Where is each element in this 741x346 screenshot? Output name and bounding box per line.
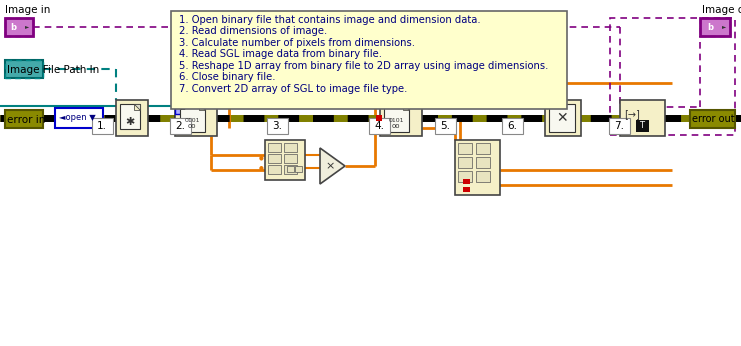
Polygon shape bbox=[403, 104, 409, 110]
Text: 1.: 1. bbox=[97, 121, 107, 131]
Text: 4. Read SGL image data from binary file.: 4. Read SGL image data from binary file. bbox=[179, 49, 382, 59]
Bar bbox=[5, 60, 43, 78]
Bar bbox=[134, 104, 140, 110]
Bar bbox=[620, 100, 665, 136]
Text: error out: error out bbox=[692, 114, 734, 124]
Text: error in: error in bbox=[7, 115, 45, 125]
Text: ×: × bbox=[325, 161, 335, 171]
Text: ●: ● bbox=[259, 165, 263, 171]
Bar bbox=[284, 165, 297, 174]
Text: oo: oo bbox=[187, 123, 196, 129]
Bar bbox=[267, 118, 288, 134]
Text: 2. Read dimensions of image.: 2. Read dimensions of image. bbox=[179, 26, 328, 36]
Bar bbox=[458, 143, 472, 154]
Text: 3.: 3. bbox=[272, 121, 282, 131]
Text: 0101: 0101 bbox=[388, 118, 404, 122]
Text: 0: 0 bbox=[225, 78, 233, 88]
Bar bbox=[55, 108, 103, 128]
Bar bbox=[700, 18, 730, 36]
Bar bbox=[545, 100, 581, 136]
Text: b: b bbox=[707, 24, 713, 33]
Bar bbox=[636, 120, 649, 132]
Text: 7.: 7. bbox=[614, 121, 624, 131]
Text: [→]: [→] bbox=[624, 109, 640, 119]
Bar bbox=[609, 118, 630, 134]
Text: 0101: 0101 bbox=[185, 118, 200, 122]
Bar bbox=[384, 104, 409, 132]
Bar bbox=[376, 115, 382, 121]
Bar bbox=[175, 100, 189, 114]
Bar bbox=[610, 18, 735, 135]
Bar bbox=[120, 104, 140, 129]
Text: 5. Reshape 1D array from binary file to 2D array using image dimensions.: 5. Reshape 1D array from binary file to … bbox=[179, 61, 548, 71]
Text: 6. Close binary file.: 6. Close binary file. bbox=[179, 72, 276, 82]
Text: 7. Convert 2D array of SGL to image file type.: 7. Convert 2D array of SGL to image file… bbox=[179, 84, 408, 94]
Bar bbox=[199, 104, 205, 110]
Bar bbox=[5, 18, 33, 36]
Bar bbox=[463, 179, 470, 184]
Text: 2: 2 bbox=[179, 102, 185, 112]
Text: 6.: 6. bbox=[507, 121, 517, 131]
Bar bbox=[5, 18, 33, 36]
Bar bbox=[175, 100, 217, 136]
Bar bbox=[476, 143, 490, 154]
Bar bbox=[220, 75, 238, 91]
Bar bbox=[284, 143, 297, 152]
Bar bbox=[295, 166, 302, 172]
Bar bbox=[268, 143, 281, 152]
Polygon shape bbox=[199, 104, 205, 110]
Text: 1. Open binary file that contains image and dimension data.: 1. Open binary file that contains image … bbox=[179, 15, 481, 25]
Bar bbox=[287, 166, 294, 172]
Bar bbox=[380, 100, 422, 136]
Text: ✱: ✱ bbox=[125, 117, 135, 127]
Text: ►: ► bbox=[25, 25, 29, 29]
Text: Image File Path In: Image File Path In bbox=[7, 65, 99, 75]
Bar bbox=[265, 140, 305, 180]
Bar bbox=[5, 60, 43, 78]
Bar bbox=[476, 171, 490, 182]
Text: 5.: 5. bbox=[440, 121, 450, 131]
Bar bbox=[116, 100, 148, 136]
Text: ✕: ✕ bbox=[556, 111, 568, 125]
Bar bbox=[369, 118, 390, 134]
Text: ◄open ▼: ◄open ▼ bbox=[59, 113, 96, 122]
Text: oo: oo bbox=[392, 123, 400, 129]
Bar bbox=[92, 118, 113, 134]
Bar bbox=[284, 154, 297, 163]
Bar bbox=[700, 18, 730, 36]
Text: 4.: 4. bbox=[374, 121, 384, 131]
Polygon shape bbox=[134, 104, 140, 110]
Text: ►: ► bbox=[722, 25, 726, 29]
Bar bbox=[180, 104, 205, 132]
Bar bbox=[170, 118, 191, 134]
Bar bbox=[268, 154, 281, 163]
Bar bbox=[549, 104, 575, 132]
Text: ●: ● bbox=[259, 155, 263, 161]
Bar bbox=[458, 157, 472, 168]
Text: Image in: Image in bbox=[5, 5, 50, 15]
Bar bbox=[458, 171, 472, 182]
Bar bbox=[476, 157, 490, 168]
Text: T: T bbox=[639, 121, 645, 130]
Bar bbox=[268, 165, 281, 174]
Bar bbox=[5, 110, 43, 128]
Text: b: b bbox=[10, 24, 16, 33]
Bar bbox=[435, 118, 456, 134]
Bar bbox=[502, 118, 523, 134]
Text: Image out: Image out bbox=[702, 5, 741, 15]
Bar bbox=[403, 104, 409, 110]
Bar bbox=[690, 110, 735, 128]
Polygon shape bbox=[320, 148, 345, 184]
Bar bbox=[171, 11, 567, 109]
Bar bbox=[463, 187, 470, 192]
Text: 2.: 2. bbox=[175, 121, 185, 131]
Bar bbox=[455, 140, 500, 195]
Text: 3. Calculate number of pixels from dimensions.: 3. Calculate number of pixels from dimen… bbox=[179, 38, 415, 48]
